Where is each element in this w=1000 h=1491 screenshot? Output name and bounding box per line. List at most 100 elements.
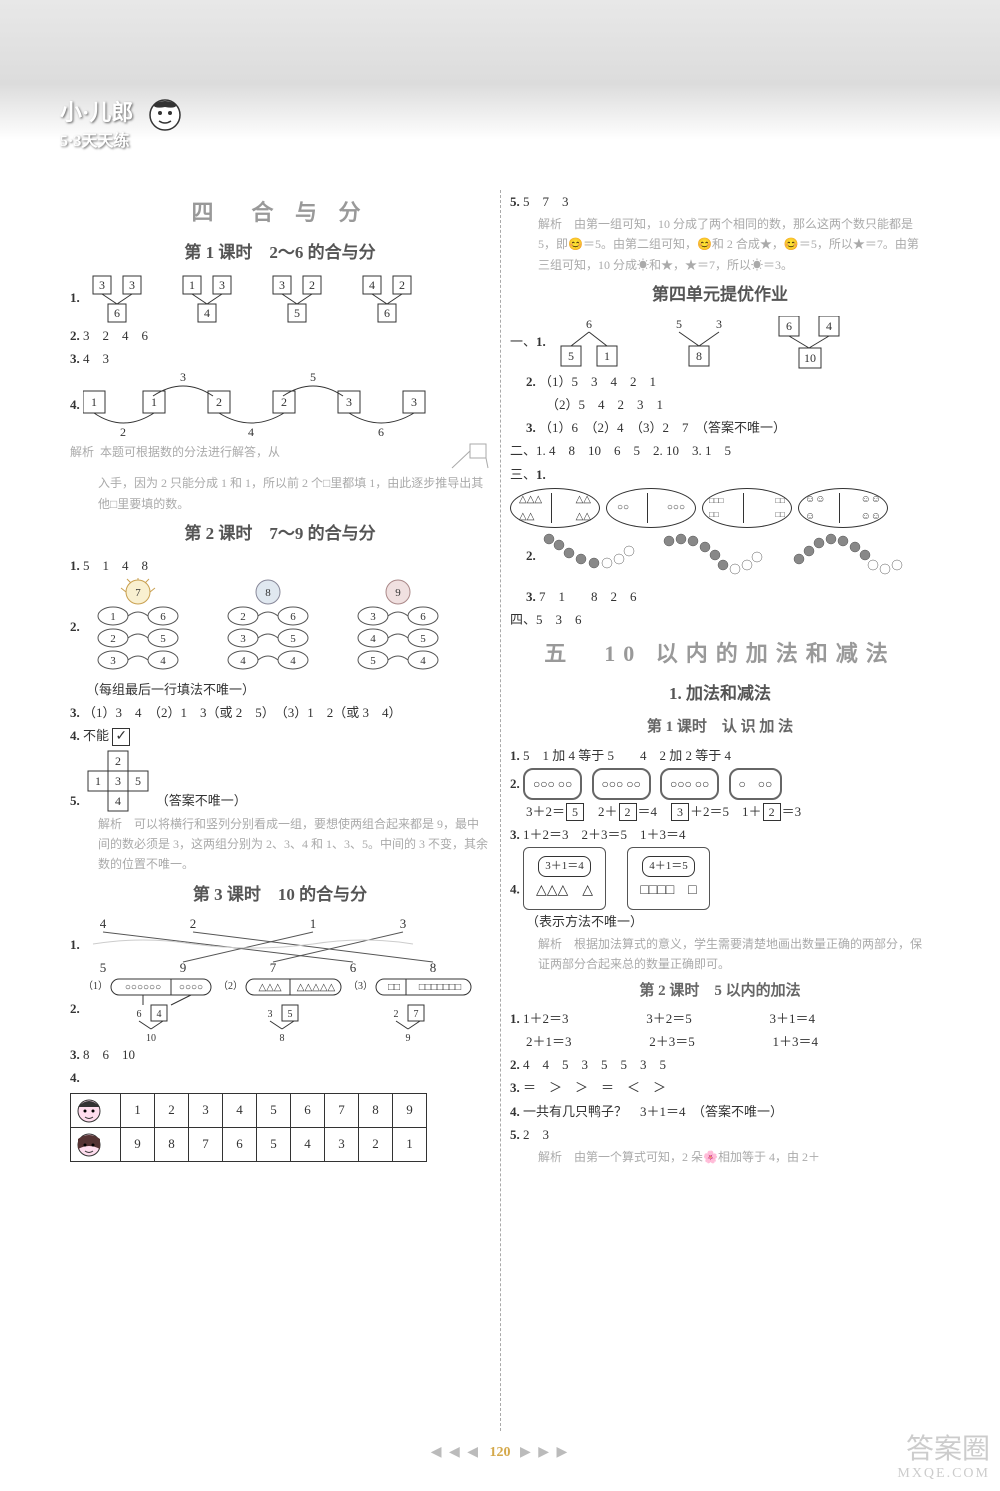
u5l2-q3: 3. ＝ ＞ ＞ ＝ ＜ ＞	[510, 1077, 930, 1099]
svg-text:1: 1	[91, 395, 97, 409]
svg-text:2: 2	[394, 1009, 399, 1020]
pill-3: ○○○ ○○	[660, 768, 719, 800]
banner: 小·儿郎 5·3天天练	[0, 0, 1000, 140]
u4-yi1-diagram: 6 5 1 53 8 6 4	[549, 316, 889, 370]
lesson-3-title: 第 3 课时 10 的合与分	[70, 881, 490, 910]
svg-text:2: 2	[281, 395, 287, 409]
svg-text:9: 9	[180, 960, 187, 975]
l1-q4-diagram: 35 1 1 2 2 3 3 246	[83, 371, 443, 441]
svg-text:2: 2	[309, 278, 315, 292]
svg-text:8: 8	[696, 349, 702, 363]
u4-yi2: 2. （1）5 3 4 2 1	[510, 371, 930, 393]
svg-text:1: 1	[151, 395, 157, 409]
svg-text:10: 10	[146, 1033, 156, 1043]
l3-q1-diagram: 4213 59768	[83, 916, 463, 976]
svg-text:6: 6	[160, 611, 166, 623]
svg-text:5: 5	[676, 317, 682, 331]
svg-text:4: 4	[420, 655, 426, 667]
svg-text:9: 9	[395, 587, 401, 599]
l1-q1: 1. 3 3 6 1 3 4	[70, 274, 490, 324]
svg-text:1: 1	[604, 349, 610, 363]
svg-text:□□: □□	[388, 982, 400, 993]
banner-title: 小·儿郎	[60, 95, 133, 127]
svg-text:△△△: △△△	[258, 982, 281, 993]
l2-q1: 1. 5 1 4 8	[70, 555, 490, 577]
l3-q4: 4. 1 2 3 4 5 6 7 8 9	[70, 1067, 490, 1162]
svg-text:2: 2	[399, 278, 405, 292]
pill-2: ○○○ ○○	[592, 768, 651, 800]
svg-text:5: 5	[370, 655, 376, 667]
u5l1-q2-eqs: 3＋2＝5 2＋2＝4 3＋2＝5 1＋2＝3	[510, 801, 930, 823]
svg-text:3: 3	[370, 611, 376, 623]
svg-text:6: 6	[786, 319, 792, 333]
left-column: 四 合 与 分 第 1 课时 2～6 的合与分 1. 3 3 6	[70, 190, 490, 1431]
svg-text:7: 7	[414, 1009, 419, 1020]
svg-text:3: 3	[268, 1009, 273, 1020]
eq-box-2: 4＋1＝5 □□□□ □	[627, 847, 709, 909]
svg-text:2: 2	[115, 754, 121, 768]
unit-5-sub: 1. 加法和减法	[510, 680, 930, 709]
svg-text:○○○○○○: ○○○○○○	[125, 982, 161, 993]
svg-text:1: 1	[310, 916, 317, 931]
l3-q3: 3. 8 6 10	[70, 1044, 490, 1066]
svg-text:3: 3	[279, 278, 285, 292]
svg-text:3: 3	[129, 278, 135, 292]
svg-text:3: 3	[716, 317, 722, 331]
lesson-2-title: 第 2 课时 7～9 的合与分	[70, 520, 490, 549]
u5l2-note: 解析 由第一个算式可知，2 朵🌸相加等于 4，由 2＋	[510, 1147, 930, 1167]
svg-text:8: 8	[265, 587, 271, 599]
u5l2-q5: 5. 2 3	[510, 1124, 930, 1146]
svg-text:4: 4	[248, 425, 254, 439]
pill-1: ○○○ ○○	[523, 768, 582, 800]
l3-q2-diagram: （1） ○○○○○○○○○○ 64 10 （2） △△△△△△△△	[83, 977, 473, 1043]
svg-text:（3）: （3）	[348, 980, 373, 992]
banner-logo: 小·儿郎 5·3天天练	[60, 95, 133, 151]
l1-q1-diagram: 3 3 6 1 3 4 3 2	[83, 274, 463, 324]
u5l1-q4-caption: （表示方法不唯一）	[510, 911, 930, 933]
svg-text:4: 4	[826, 319, 832, 333]
svg-text:3: 3	[240, 633, 246, 645]
l3-q2: 2. （1） ○○○○○○○○○○ 64 10 （2	[70, 977, 490, 1043]
check-icon: ✓	[112, 728, 130, 746]
svg-text:6: 6	[290, 611, 296, 623]
svg-text:6: 6	[114, 306, 120, 320]
svg-text:9: 9	[406, 1033, 411, 1043]
svg-text:1: 1	[95, 774, 101, 788]
l3-q1: 1. 4213 59768	[70, 916, 490, 976]
svg-text:6: 6	[420, 611, 426, 623]
l2-q2-caption: （每组最后一行填法不唯一）	[70, 679, 490, 701]
svg-text:5: 5	[135, 774, 141, 788]
page-number: ◀ ◀ ◀ 120 ▶ ▶ ▶	[0, 1444, 1000, 1461]
u4-san1: 三、1. △△△△△△△△△ ○○○○○ □□□□□□□□□ ☺☺☺☺☺☺☺	[510, 464, 930, 528]
oval-4: ☺☺☺☺☺☺☺	[798, 488, 888, 528]
svg-text:5: 5	[160, 633, 166, 645]
svg-text:3: 3	[400, 916, 407, 931]
l3-q4-table: 1 2 3 4 5 6 7 8 9 9	[70, 1093, 427, 1162]
u4-si: 四、5 3 6	[510, 609, 930, 631]
u5l2-q4: 4. 一共有几只鸭子？ 3＋1＝4 （答案不唯一）	[510, 1101, 930, 1123]
l2-q4: 4. 不能 ✓	[70, 725, 490, 747]
svg-text:4: 4	[290, 655, 296, 667]
content: 四 合 与 分 第 1 课时 2～6 的合与分 1. 3 3 6	[70, 190, 930, 1431]
svg-text:5: 5	[288, 1009, 293, 1020]
oval-2: ○○○○○	[606, 488, 696, 528]
u5l1-q2: 2. ○○○ ○○ ○○○ ○○ ○○○ ○○ ○ ○○	[510, 768, 930, 800]
l2-q5-cross: 21354	[86, 749, 150, 813]
u5-lesson2-title: 第 2 课时 5 以内的加法	[510, 979, 930, 1005]
svg-text:○○○○: ○○○○	[179, 982, 203, 993]
l1-note2: 入手，因为 2 只能分成 1 和 1，所以前 2 个□里都填 1，由此逐步推导出…	[70, 473, 490, 514]
svg-text:8: 8	[280, 1033, 285, 1043]
u5l1-q4: 4. 3＋1＝4 △△△ △ 4＋1＝5 □□□□ □	[510, 847, 930, 909]
arrow-left-icon: ◀ ◀ ◀	[431, 1445, 480, 1460]
svg-text:4: 4	[369, 278, 375, 292]
svg-text:3: 3	[110, 655, 116, 667]
svg-text:5: 5	[100, 960, 107, 975]
svg-text:2: 2	[216, 395, 222, 409]
svg-text:2: 2	[240, 611, 246, 623]
u4-san2: 2.	[510, 529, 930, 585]
u5-lesson1-title: 第 1 课时 认 识 加 法	[510, 715, 930, 741]
svg-text:8: 8	[430, 960, 437, 975]
mascot-icon	[145, 95, 185, 135]
u4-yi2b: （2）5 4 2 3 1	[510, 394, 930, 416]
u5l2-q2: 2. 4 4 5 3 5 5 3 5	[510, 1054, 930, 1076]
